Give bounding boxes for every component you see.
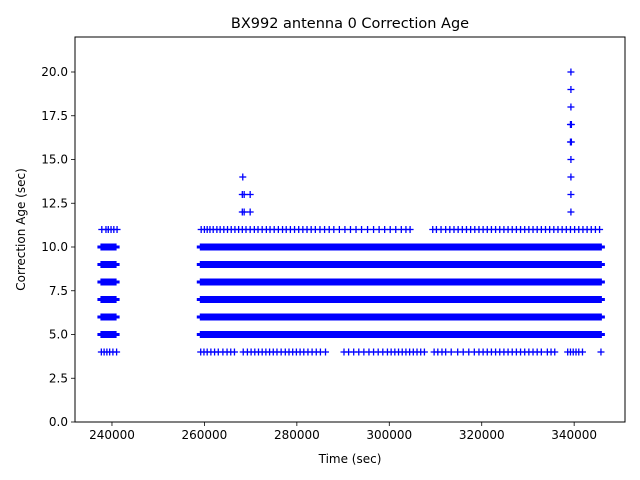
y-tick-label: 20.0 [41, 65, 68, 79]
data-point [240, 208, 248, 216]
data-point [113, 226, 121, 233]
x-axis-label: Time (sec) [318, 452, 382, 466]
data-point [551, 348, 559, 356]
band-fill [199, 296, 602, 303]
x-axis-ticks: 240000 260000 280000 300000 320000 340000 [89, 422, 597, 442]
data-point [537, 348, 545, 356]
x-tick-label: 280000 [274, 428, 320, 442]
y-tick-label: 12.5 [41, 196, 68, 210]
band-fill [199, 278, 602, 286]
marker-row-y14 [239, 173, 575, 181]
data-point [567, 68, 575, 76]
band-fill [100, 296, 117, 303]
y-tick-label: 2.5 [49, 371, 68, 385]
y-tick-label: 0.0 [49, 415, 68, 429]
marker-row-y20 [567, 68, 575, 76]
x-tick-label: 320000 [459, 428, 505, 442]
band-fill [100, 313, 117, 321]
data-point [246, 208, 254, 216]
marker-row-y4 [97, 348, 605, 356]
data-point [567, 191, 575, 198]
data-point [239, 173, 247, 181]
marker-row-y18 [567, 103, 575, 111]
band-fill [199, 261, 602, 268]
band-fill [199, 243, 602, 251]
band-fill [199, 313, 602, 321]
y-tick-label: 10.0 [41, 240, 68, 254]
data-point [578, 348, 586, 356]
data-point [406, 226, 414, 233]
band-fill [199, 331, 602, 338]
marker-row-y12 [238, 208, 575, 216]
data-point [447, 348, 455, 356]
plot-frame [74, 36, 626, 423]
marker-band-y9 [97, 261, 605, 268]
band-fill [100, 243, 117, 251]
data-point [567, 86, 575, 93]
data-point [567, 208, 575, 216]
y-tick-label: 5.0 [49, 328, 68, 342]
marker-band-y10 [97, 243, 605, 251]
x-tick-label: 240000 [89, 428, 135, 442]
marker-row-y11 [98, 226, 604, 233]
data-point [567, 138, 575, 146]
data-point [358, 226, 366, 233]
plot-marks [97, 68, 605, 356]
marker-row-y16 [566, 138, 575, 146]
data-point [567, 103, 575, 111]
y-tick-label: 7.5 [49, 284, 68, 298]
marker-row-y17 [566, 121, 575, 128]
data-point [230, 348, 238, 356]
marker-row-y15 [567, 156, 575, 163]
marker-band-y8 [97, 278, 605, 286]
data-point [597, 348, 605, 356]
data-point [113, 348, 121, 356]
data-point [246, 191, 254, 198]
data-point [567, 173, 575, 181]
band-fill [100, 261, 117, 268]
chart-title: BX992 antenna 0 Correction Age [231, 16, 469, 32]
band-fill [100, 278, 117, 286]
band-fill [100, 331, 117, 338]
y-axis-ticks: 0.0 2.5 5.0 7.5 10.0 12.5 15.0 17.5 20.0 [41, 65, 75, 429]
data-point [364, 226, 372, 233]
marker-row-y13 [238, 191, 575, 198]
marker-row-y19 [567, 86, 575, 93]
data-point [240, 191, 248, 198]
x-tick-label: 260000 [182, 428, 228, 442]
y-tick-label: 17.5 [41, 109, 68, 123]
x-tick-label: 340000 [551, 428, 597, 442]
data-point [322, 348, 330, 356]
marker-band-y7 [97, 296, 605, 303]
marker-band-y6 [97, 313, 605, 321]
x-tick-label: 300000 [366, 428, 412, 442]
data-point [596, 226, 604, 233]
y-tick-label: 15.0 [41, 153, 68, 167]
data-point [567, 121, 575, 128]
y-axis-label: Correction Age (sec) [14, 168, 28, 291]
marker-band-y5 [97, 331, 605, 338]
data-point [567, 156, 575, 163]
data-point [420, 348, 428, 356]
